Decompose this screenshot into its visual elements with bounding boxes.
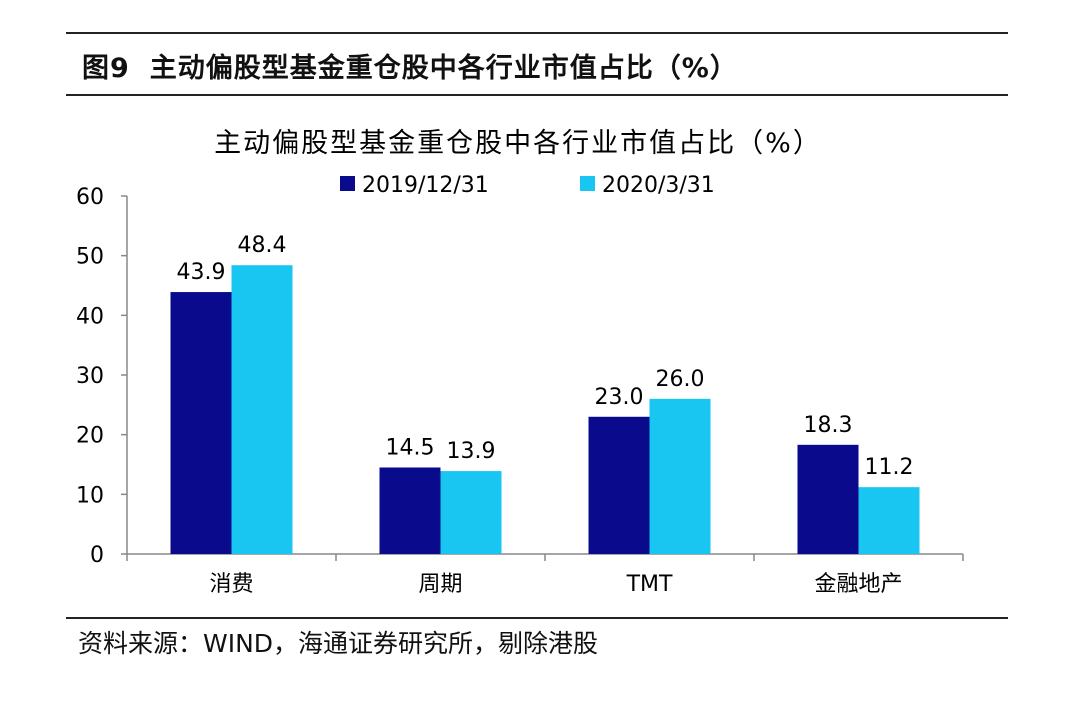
figure-label: 图9 xyxy=(82,53,130,84)
y-tick-label: 40 xyxy=(76,304,104,329)
x-category-label: 金融地产 xyxy=(814,572,902,597)
y-tick-label: 60 xyxy=(76,185,104,210)
y-tick-label: 50 xyxy=(76,245,104,270)
data-label: 48.4 xyxy=(238,233,287,258)
y-tick-label: 10 xyxy=(76,483,104,508)
source-note: 资料来源：WIND，海通证券研究所，剔除港股 xyxy=(78,629,599,658)
bar-2019 xyxy=(170,292,232,554)
data-label: 14.5 xyxy=(386,435,435,460)
bar-2020 xyxy=(231,265,293,554)
legend-swatch xyxy=(340,176,355,191)
data-label: 23.0 xyxy=(595,385,644,410)
bottom-rule xyxy=(66,617,1008,619)
bar-2019 xyxy=(797,444,859,554)
y-tick-label: 30 xyxy=(76,364,104,389)
figure-title-text: 主动偏股型基金重仓股中各行业市值占比（%） xyxy=(149,53,738,84)
x-category-label: 消费 xyxy=(209,572,253,597)
x-category-label: 周期 xyxy=(418,572,462,597)
chart-data-labels: 43.9 48.4 14.5 13.9 23.0 26.0 18.3 11.2 xyxy=(177,233,914,480)
bar-2020 xyxy=(858,487,920,554)
chart-bars xyxy=(170,265,920,554)
bar-2020 xyxy=(440,471,502,554)
top-rule xyxy=(66,32,1008,34)
bar-2019 xyxy=(379,467,441,554)
bar-2019 xyxy=(588,416,650,554)
y-tick-label: 0 xyxy=(90,543,104,568)
data-label: 18.3 xyxy=(804,413,853,438)
legend-label: 2020/3/31 xyxy=(602,173,715,198)
data-label: 26.0 xyxy=(656,367,705,392)
chart-title: 主动偏股型基金重仓股中各行业市值占比（%） xyxy=(214,128,822,159)
data-label: 43.9 xyxy=(177,260,226,285)
chart-legend: 2019/12/31 2020/3/31 xyxy=(340,173,715,198)
data-label: 13.9 xyxy=(447,439,496,464)
figure-title: 图9 主动偏股型基金重仓股中各行业市值占比（%） xyxy=(82,46,738,85)
bar-2020 xyxy=(649,398,711,554)
x-category-label: TMT xyxy=(626,572,673,597)
legend-swatch xyxy=(580,176,595,191)
title-rule xyxy=(66,94,1008,96)
legend-label: 2019/12/31 xyxy=(362,173,489,198)
y-tick-label: 20 xyxy=(76,424,104,449)
data-label: 11.2 xyxy=(865,455,914,480)
bar-chart: 主动偏股型基金重仓股中各行业市值占比（%） 2019/12/31 2020/3/3… xyxy=(76,128,964,597)
